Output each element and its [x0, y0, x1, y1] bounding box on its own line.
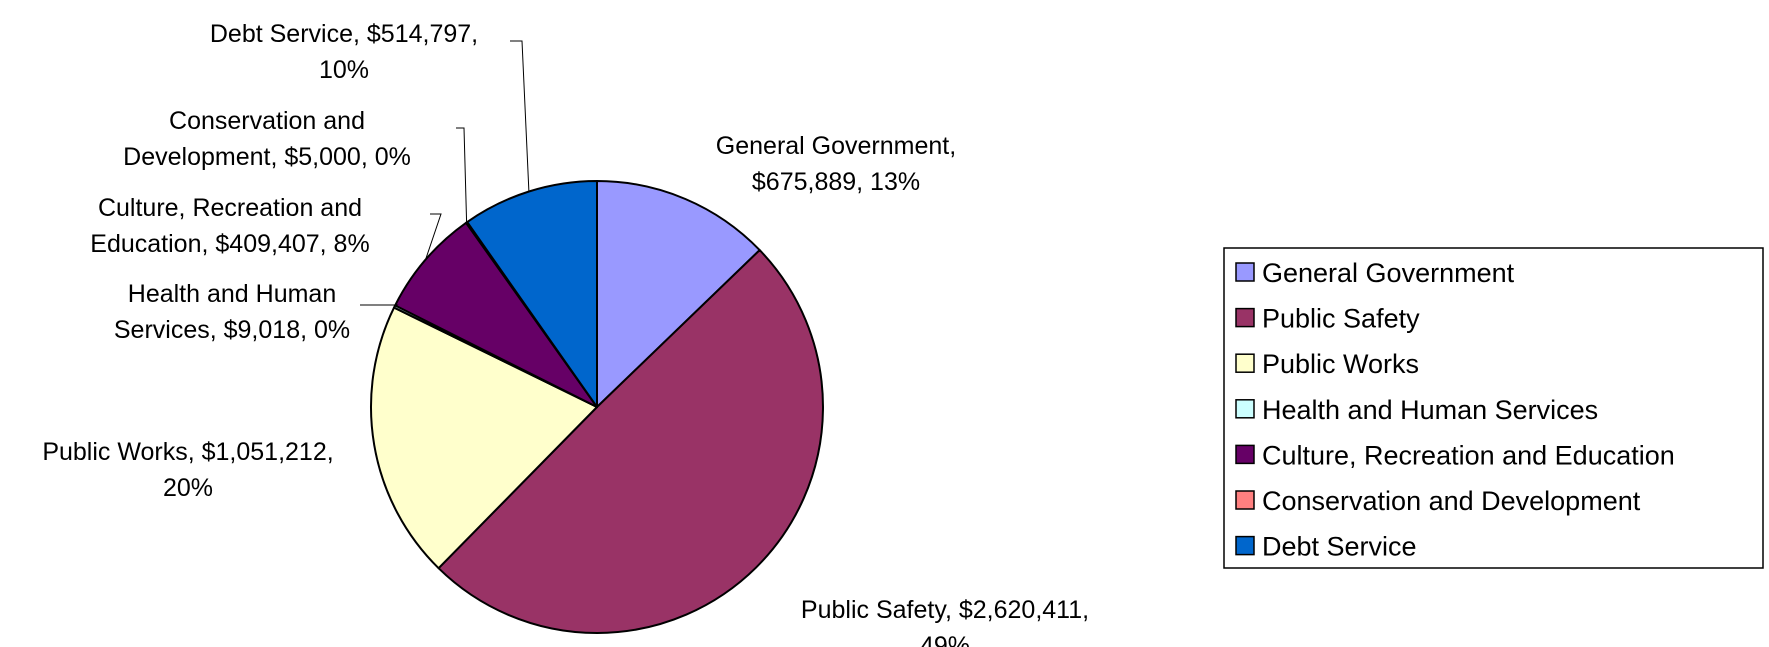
legend-swatch-health-and-human-services: [1235, 399, 1255, 419]
data-label-public-works: Public Works, $1,051,212, 20%: [42, 438, 333, 502]
legend-label-culture-recreation-and-education: Culture, Recreation and Education: [1262, 440, 1675, 470]
leader-lines: [360, 40, 530, 307]
pie-slice-public-works: [370, 306, 598, 570]
legend-label-conservation-and-development: Conservation and Development: [1262, 486, 1641, 516]
legend-label-public-works: Public Works: [1262, 349, 1419, 379]
leader-line-conservation-and-development: [456, 127, 468, 223]
leader-line-culture-recreation-and-education: [425, 213, 442, 260]
legend-label-general-government: General Government: [1262, 258, 1515, 288]
pie-slices: [370, 180, 824, 634]
legend-swatch-conservation-and-development: [1235, 490, 1255, 510]
legend-swatch-general-government: [1235, 262, 1255, 282]
data-label-health-and-human-services: Health and Human Services, $9,018, 0%: [114, 280, 350, 344]
data-label-debt-service: Debt Service, $514,797, 10%: [210, 20, 478, 84]
legend-swatch-culture-recreation-and-education: [1235, 444, 1255, 465]
legend-swatch-debt-service: [1235, 535, 1255, 556]
data-label-culture-recreation-and-education: Culture, Recreation and Education, $409,4…: [90, 194, 369, 258]
pie-slice-public-safety: [437, 249, 824, 634]
legend-label-health-and-human-services: Health and Human Services: [1262, 395, 1598, 425]
legend: General Government Public Safety Public Wo…: [1223, 247, 1764, 569]
legend-label-public-safety: Public Safety: [1262, 304, 1420, 334]
legend-box: [1223, 247, 1764, 569]
data-label-public-safety: Public Safety, $2,620,411, 49%: [801, 596, 1089, 647]
data-label-conservation-and-development: Conservation and Development, $5,000, 0%: [123, 107, 411, 171]
data-labels: General Government, $675,889, 13% Public S…: [42, 20, 1089, 647]
legend-swatch-public-works: [1235, 353, 1255, 373]
pie-slice-general-government: [596, 180, 761, 408]
legend-swatch-public-safety: [1235, 307, 1255, 328]
leader-line-health-and-human-services: [360, 304, 399, 307]
data-label-general-government: General Government, $675,889, 13%: [716, 132, 956, 196]
leader-line-debt-service: [510, 40, 530, 192]
legend-label-debt-service: Debt Service: [1262, 532, 1417, 562]
